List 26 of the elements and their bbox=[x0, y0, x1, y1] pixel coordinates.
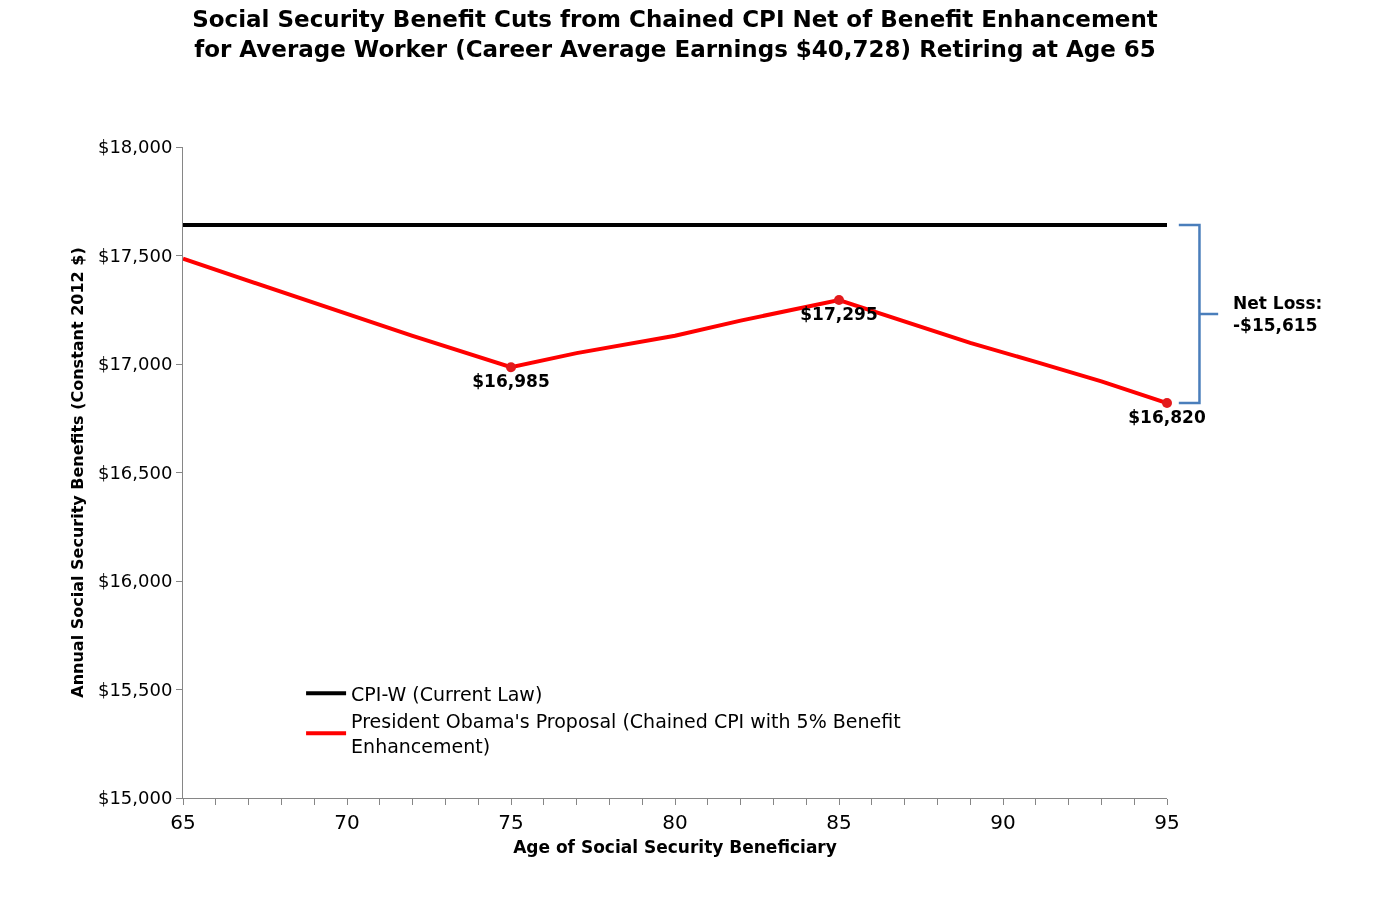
x-tick-label: 75 bbox=[498, 810, 524, 834]
y-tick-label: $17,500 bbox=[97, 244, 173, 266]
chart-title: Social Security Benefit Cuts from Chained CPI Net of Benefit Enhancement for Average Worker (Career Average Earnings $40,728) Retiring at Age 65 bbox=[192, 6, 1158, 63]
point bbox=[506, 362, 516, 373]
point bbox=[1162, 398, 1172, 409]
y-tick-label: $15,500 bbox=[97, 678, 173, 700]
y-tick-label: $15,000 bbox=[97, 787, 173, 809]
data-label: $16,820 bbox=[1128, 407, 1206, 428]
y-tick-label: $17,000 bbox=[97, 353, 173, 375]
x-tick-label: 85 bbox=[826, 810, 852, 834]
x-tick-label: 65 bbox=[170, 810, 196, 834]
y-tick-label: $16,000 bbox=[97, 570, 173, 592]
legend-label: CPI-W (Current Law) bbox=[351, 682, 543, 705]
x-tick-label: 90 bbox=[990, 810, 1016, 834]
y-axis-title: Annual Social Security Benefits (Constant 2012 $) bbox=[67, 247, 87, 698]
x-tick-label: 70 bbox=[334, 810, 360, 834]
data-label: $16,985 bbox=[472, 371, 550, 392]
data-label: $17,295 bbox=[800, 303, 878, 324]
legend-label: President Obama's Proposal (Chained CPI with 5% Benefit Enhancement) bbox=[351, 710, 901, 758]
x-tick-label: 95 bbox=[1154, 810, 1180, 834]
y-tick-label: $16,500 bbox=[97, 461, 173, 483]
x-axis-title: Age of Social Security Beneficiary bbox=[513, 837, 837, 858]
point bbox=[834, 294, 844, 305]
text: Net Loss: -$15,615 bbox=[1233, 293, 1323, 336]
y-tick-label: $18,000 bbox=[97, 136, 173, 158]
x-tick-label: 80 bbox=[662, 810, 688, 834]
